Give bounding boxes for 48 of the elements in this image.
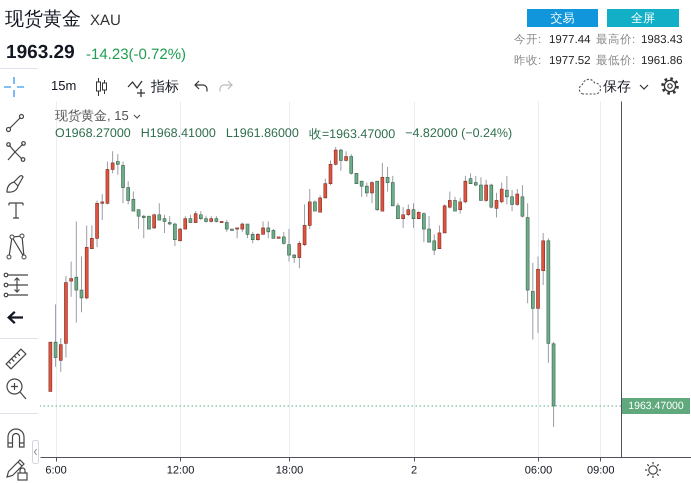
candlestick <box>339 148 343 172</box>
x-tick-label: 09:00 <box>586 464 615 476</box>
candlestick <box>58 338 63 372</box>
candlestick <box>54 304 58 368</box>
candlestick <box>412 202 416 228</box>
chart-title: 现货黄金 <box>5 9 81 31</box>
text: 昨收: <box>514 55 542 68</box>
chart-subtitle: XAU <box>90 12 121 30</box>
candlestick <box>490 183 494 209</box>
text: 1963.47000 <box>628 400 684 412</box>
text: 15m <box>51 78 76 94</box>
candlestick <box>152 213 156 230</box>
text: H1968.41000 <box>140 126 216 142</box>
text: O1968.27000 <box>55 126 131 142</box>
candlestick <box>116 154 120 176</box>
text: −4.82000 (−0.24%) <box>405 126 512 142</box>
button: 交易 <box>527 9 598 27</box>
x-tick-label: 6:00 <box>45 464 67 476</box>
candlestick <box>531 262 535 340</box>
text: -14.23(-0.72%) <box>86 46 186 64</box>
candlestick <box>194 210 198 224</box>
text: 1977.52 <box>549 55 591 68</box>
candlestick <box>69 261 73 298</box>
text: 1983.43 <box>641 34 683 48</box>
text: 1961.86 <box>641 55 683 68</box>
candlestick <box>453 196 457 212</box>
text: 收=1963.47000 <box>308 126 396 143</box>
button: 全屏 <box>607 9 679 27</box>
text: 最高价: <box>596 34 636 48</box>
text: L1961.86000 <box>226 126 299 142</box>
x-tick-label: 18:00 <box>276 464 304 476</box>
candlestick <box>520 184 524 218</box>
candlestick <box>282 231 286 246</box>
x-tick-label: 06:00 <box>524 464 552 476</box>
text: 指标 <box>151 78 179 94</box>
x-tick-label: 12:00 <box>166 464 194 476</box>
candlestick <box>484 179 488 202</box>
text: 今开: <box>514 34 542 48</box>
text: 最低价: <box>596 55 636 68</box>
candlestick <box>370 180 374 204</box>
candlestick <box>313 200 317 212</box>
candlestick <box>515 188 520 206</box>
candlestick <box>344 150 348 162</box>
x-tick-label: 2 <box>410 464 418 476</box>
text: 1963.29 <box>6 42 75 64</box>
text: 保存 <box>603 78 631 94</box>
text: 1977.44 <box>549 34 591 48</box>
text: 现货黄金, 15 <box>55 107 129 125</box>
